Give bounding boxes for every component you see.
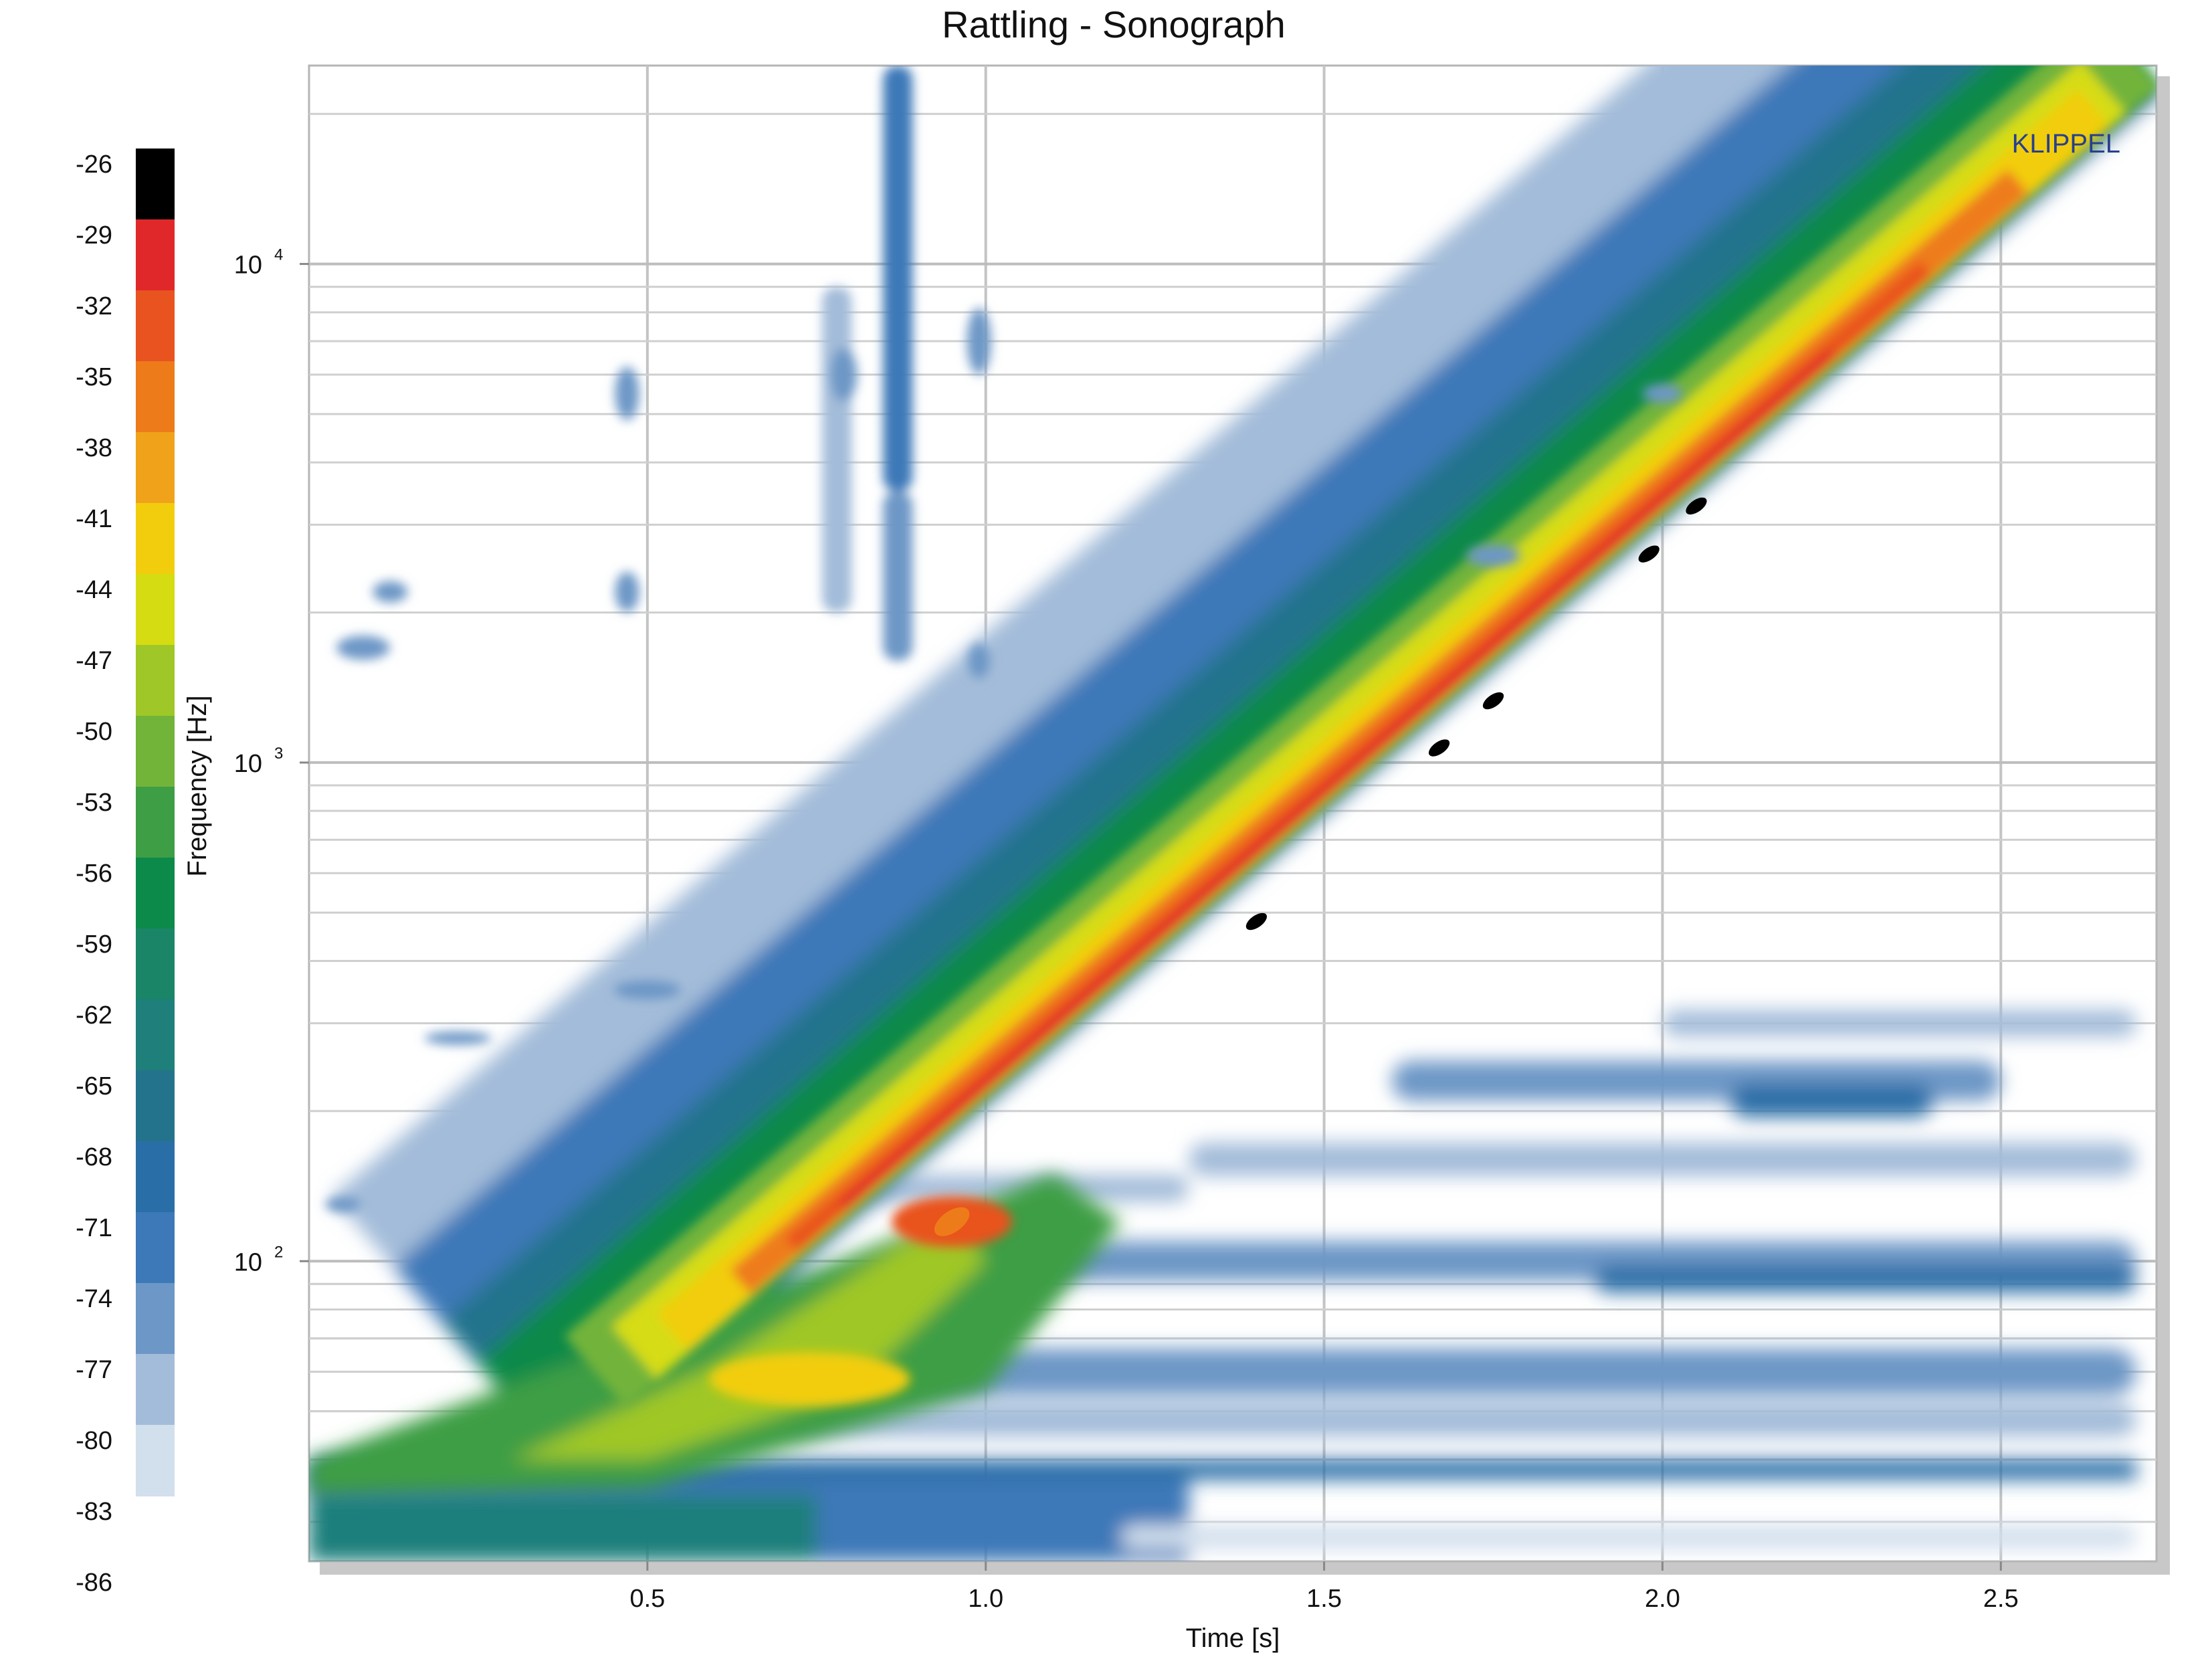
colorbar-swatch: [136, 1283, 175, 1355]
y-tick-labels: 10 2 10 3 10 4: [234, 246, 309, 1276]
colorbar-swatch: [136, 858, 175, 929]
colorbar-swatch: [136, 999, 175, 1071]
colorbar-tick-label: -38: [76, 434, 112, 462]
hotspot-mark: [1245, 912, 1268, 931]
colorbar-swatch: [136, 1141, 175, 1213]
sweep-contour: [839, 349, 1835, 1210]
colorbar-tick-label: -53: [76, 789, 112, 817]
colorbar-tick-label: -29: [76, 221, 112, 250]
noise-speck: [373, 581, 408, 603]
sweep-core: [564, 66, 2156, 1408]
colorbar-swatch: [136, 1212, 175, 1284]
colorbar-tick-label: -35: [76, 363, 112, 391]
y-tick-exponent: 3: [274, 745, 283, 763]
noise-speck: [968, 643, 990, 678]
reverb-band: [783, 1403, 2136, 1437]
rattle-burst: [883, 491, 913, 661]
y-tick-label: 10: [234, 1248, 262, 1276]
x-tick-label: 0.5: [629, 1585, 665, 1613]
reverb-band: [1189, 1143, 2136, 1177]
colorbar-tick-label: -41: [76, 505, 112, 533]
colorbar-swatch: [136, 1354, 175, 1426]
rattle-bursts: [325, 66, 1683, 1213]
x-tick-label: 2.0: [1645, 1585, 1680, 1613]
y-tick-label: 10: [234, 750, 262, 778]
colorbar-tick-label: -59: [76, 931, 112, 959]
noise-speck: [424, 1031, 492, 1045]
noise-speck: [325, 1196, 361, 1213]
colorbar-tick-label: -86: [76, 1569, 112, 1597]
colorbar-tick-label: -71: [76, 1214, 112, 1242]
y-tick-exponent: 4: [274, 246, 283, 264]
colorbar-tick-label: -32: [76, 292, 112, 320]
reverb-band: [850, 1348, 2136, 1395]
rattle-burst: [822, 286, 852, 613]
colorbar-swatch: [136, 1070, 175, 1142]
y-axis-title: Frequency [Hz]: [183, 695, 212, 876]
x-tick-label: 2.5: [1983, 1585, 2019, 1613]
hotspot-mark: [934, 1207, 970, 1236]
colorbar-tick-label: -56: [76, 860, 112, 888]
chart-title: Rattling - Sonograph: [942, 3, 1286, 45]
colorbar-tick-label: -74: [76, 1285, 112, 1313]
colorbar-swatch: [136, 219, 175, 291]
colorbar-tick-label: -77: [76, 1356, 112, 1384]
colorbar-tick-label: -65: [76, 1072, 112, 1100]
colorbar-swatch: [136, 716, 175, 787]
reverb-band: [1730, 1084, 1934, 1118]
colorbar-tick-label: -68: [76, 1143, 112, 1171]
colorbar-swatch: [136, 645, 175, 716]
noise-speck: [1642, 384, 1683, 403]
colorbar-tick-label: -44: [76, 576, 112, 604]
colorbar-tick-label: -50: [76, 718, 112, 746]
heatmap-layer: [309, 66, 2156, 1561]
low-freq-band: [309, 1494, 817, 1561]
colorbar-tick-label: -26: [76, 151, 112, 179]
x-tick-label: 1.0: [968, 1585, 1003, 1613]
colorbar-tick-label: -80: [76, 1427, 112, 1455]
noise-speck: [1466, 545, 1520, 567]
noise-speck: [336, 636, 390, 660]
hotspot-mark: [785, 1364, 821, 1394]
x-tick-label: 1.5: [1306, 1585, 1342, 1613]
reverb-band: [1662, 1009, 2136, 1037]
colorbar-swatch: [136, 149, 175, 220]
colorbar: -26 -29 -32 -35 -38 -41 -44 -47 -50 -53 -56 -59 -62 -…: [76, 149, 175, 1597]
colorbar-swatch: [136, 574, 175, 646]
noise-speck: [615, 367, 639, 421]
colorbar-tick-label: -83: [76, 1498, 112, 1526]
reverb-band: [1595, 1266, 2136, 1293]
x-tick-labels: 0.5 1.0 1.5 2.0 2.5: [629, 1561, 2019, 1613]
noise-speck: [967, 308, 991, 375]
hotspot-mark: [1638, 545, 1660, 563]
klippel-watermark: KLIPPEL: [2012, 129, 2120, 159]
colorbar-tick-label: -62: [76, 1001, 112, 1030]
hotspot-mark: [1686, 497, 1707, 515]
hotspot-mark: [1428, 739, 1450, 757]
colorbar-swatch: [136, 787, 175, 858]
noise-speck: [830, 347, 858, 401]
colorbar-swatch: [136, 1425, 175, 1496]
colorbar-swatch: [136, 290, 175, 362]
y-tick-exponent: 2: [274, 1243, 283, 1261]
rattle-burst: [883, 66, 913, 492]
colorbar-tick-label: -47: [76, 647, 112, 675]
reverb-band: [1121, 1525, 2136, 1549]
colorbar-swatch: [136, 929, 175, 1000]
hotspot-mark: [1482, 692, 1504, 710]
y-tick-label: 10: [234, 252, 262, 280]
low-freq-fan: [512, 1213, 986, 1460]
noise-speck: [615, 571, 639, 612]
decay-region: [309, 1009, 2136, 1561]
colorbar-swatch: [136, 361, 175, 433]
colorbar-swatch: [136, 503, 175, 575]
colorbar-swatch: [136, 432, 175, 504]
noise-speck: [613, 980, 681, 999]
x-axis-title: Time [s]: [1186, 1624, 1280, 1653]
